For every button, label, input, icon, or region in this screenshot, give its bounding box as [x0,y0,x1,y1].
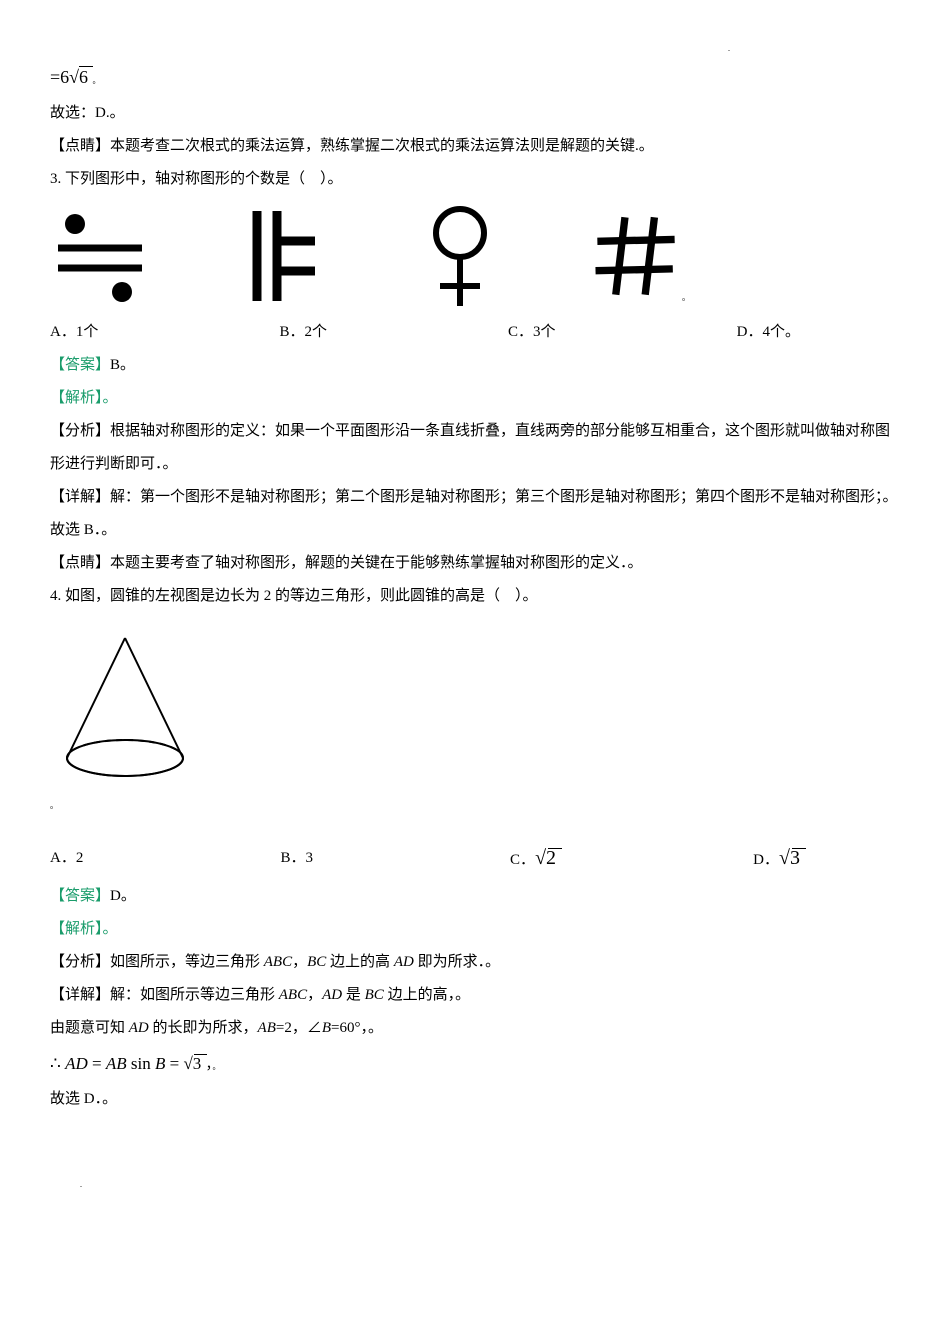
analysis-4-detail: 【详解】解：如图所示等边三角形 ABC，AD 是 BC 边上的高，。 [50,979,900,1012]
q3-options: A．1个 B．2个 C．3个 D．4个。 [50,316,800,349]
q3-option-b: B．2个 [279,316,327,349]
header-dot: . [50,40,730,58]
analysis-4-label: 【解析】。 [50,913,900,946]
answer-3: 【答案】B。 [50,349,900,382]
shape-3 [410,206,510,306]
answer-4-value: D。 [110,888,136,904]
insight-3: 【点睛】本题主要考查了轴对称图形，解题的关键在于能够熟练掌握轴对称图形的定义．。 [50,547,900,580]
answer-3-value: B。 [110,357,135,373]
answer-4-label: 【答案】 [50,888,110,904]
analysis-3-detail: 【详解】解：第一个图形不是轴对称图形；第二个图形是轴对称图形；第三个图形是轴对称… [50,481,900,514]
q4-options: A．2 B．3 C．√2 D．√3 [50,836,800,880]
analysis-3-fenxi: 【分析】根据轴对称图形的定义：如果一个平面图形沿一条直线折叠，直线两旁的部分能够… [50,415,900,481]
q3-option-a: A．1个 [50,316,98,349]
question-3: 3. 下列图形中，轴对称图形的个数是（ ）。 [50,163,900,196]
analysis-4-eq: ∴ AD = AB sin B = √3 ，。 [50,1045,900,1082]
equation-1: =6√6 。 [50,58,900,98]
conclusion-1: 故选：D.。 [50,97,900,130]
q4-option-d: D．√3 [753,836,800,880]
q4-option-b: B．3 [280,842,313,875]
conclusion-4: 故选 D．。 [50,1083,900,1116]
q4-option-a: A．2 [50,842,83,875]
conclusion-3: 故选 B．。 [50,514,900,547]
answer-4: 【答案】D。 [50,880,900,913]
analysis-4-line2: 由题意可知 AD 的长即为所求，AB=2，∠B=60°，。 [50,1012,900,1045]
answer-3-label: 【答案】 [50,357,110,373]
analysis-4-fenxi: 【分析】如图所示，等边三角形 ABC，BC 边上的高 AD 即为所求．。 [50,946,900,979]
shape-2 [230,206,330,306]
shape-4: 。 [590,206,690,306]
footer-dot: . [80,1176,900,1194]
cone-figure: 。 [50,628,900,821]
shapes-row: 。 [50,206,900,306]
shape-1 [50,206,150,306]
insight-1: 【点睛】本题考查二次根式的乘法运算，熟练掌握二次根式的乘法运算法则是解题的关键.… [50,130,900,163]
question-4: 4. 如图，圆锥的左视图是边长为 2 的等边三角形，则此圆锥的高是（ ）。 [50,580,900,613]
q3-option-c: C．3个 [508,316,556,349]
q4-option-c: C．√2 [510,836,556,880]
analysis-3-label: 【解析】。 [50,382,900,415]
q3-option-d: D．4个。 [737,316,800,349]
